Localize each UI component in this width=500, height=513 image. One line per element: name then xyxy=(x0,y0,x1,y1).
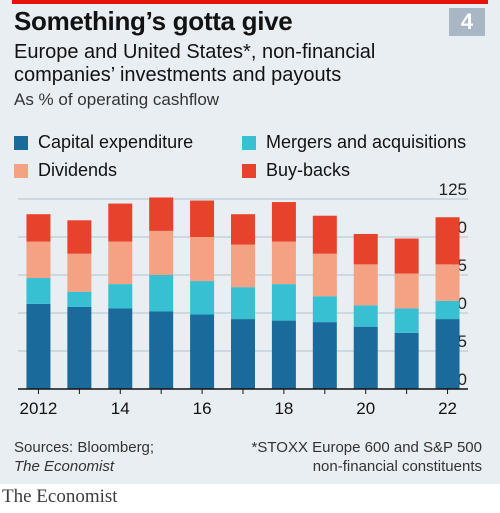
bar-segment-mna xyxy=(26,278,51,304)
bar-segment-capex xyxy=(149,311,174,389)
economist-brand: The Economist xyxy=(2,486,118,507)
bar-segment-capex xyxy=(26,303,51,389)
chart-legend: Capital expenditure Mergers and acquisit… xyxy=(14,132,494,187)
bar-segment-mna xyxy=(108,284,133,309)
bar-segment-dividends xyxy=(394,273,419,309)
bar-segment-buybacks xyxy=(190,200,215,237)
bar-segment-dividends xyxy=(353,264,378,306)
bar-segment-mna xyxy=(231,287,255,320)
bar-segment-capex xyxy=(231,319,255,389)
bar-segment-dividends xyxy=(435,264,460,301)
bar-segment-dividends xyxy=(149,230,174,275)
bar-segment-mna xyxy=(312,296,337,323)
bar-segment-capex xyxy=(394,332,419,389)
chart-title: Something’s gotta give xyxy=(14,6,293,36)
bar-segment-mna xyxy=(435,300,460,320)
x-tick-label: 16 xyxy=(193,399,212,418)
bar-segment-dividends xyxy=(67,253,92,292)
bar-segment-buybacks xyxy=(149,197,174,231)
bar-segment-dividends xyxy=(312,253,337,297)
x-tick-label: 14 xyxy=(111,399,130,418)
source-line-1: Sources: Bloomberg; xyxy=(14,439,155,456)
bar-segment-buybacks xyxy=(108,203,133,242)
legend-swatch-mna xyxy=(242,135,256,150)
bar-segment-capex xyxy=(353,326,378,389)
x-tick-label: 22 xyxy=(438,399,457,418)
bar-segment-dividends xyxy=(108,241,133,285)
stacked-bar-chart: 025507510012520121416182022 xyxy=(18,180,468,418)
x-tick-label: 2012 xyxy=(20,399,58,418)
bar-segment-mna xyxy=(394,308,419,333)
subtitle-line-1: Europe and United States*, non-financial xyxy=(14,41,376,63)
bar-segment-capex xyxy=(190,314,215,389)
legend-swatch-dividends xyxy=(14,163,28,178)
legend-item-dividends: Dividends xyxy=(14,160,117,181)
legend-item-mna: Mergers and acquisitions xyxy=(242,132,466,153)
bar-segment-dividends xyxy=(190,237,215,282)
subtitle-line-2: companies’ investments and payouts xyxy=(14,64,342,86)
bar-segment-mna xyxy=(271,284,296,321)
chart-subtitle: Europe and United States*, non-financial… xyxy=(14,41,484,87)
bar-segment-dividends xyxy=(231,244,255,288)
bar-segment-buybacks xyxy=(435,217,460,265)
bar-segment-capex xyxy=(108,308,133,389)
x-tick-label: 18 xyxy=(274,399,293,418)
source-note: Sources: Bloomberg; The Economist xyxy=(14,438,154,476)
bar-segment-buybacks xyxy=(271,202,296,242)
legend-label-buybacks: Buy-backs xyxy=(266,160,351,180)
legend-label-mna: Mergers and acquisitions xyxy=(266,132,467,152)
source-line-2: The Economist xyxy=(14,458,115,475)
legend-swatch-buybacks xyxy=(242,163,256,178)
accent-rule xyxy=(12,0,488,4)
bar-segment-mna xyxy=(190,281,215,315)
bar-segment-buybacks xyxy=(231,214,255,245)
chart-panel: Something’s gotta give 4 Europe and Unit… xyxy=(0,0,500,484)
footnote-line-2: non-financial constituents xyxy=(312,458,482,475)
footnote-line-1: *STOXX Europe 600 and S&P 500 xyxy=(251,439,482,456)
bar-segment-mna xyxy=(149,275,174,312)
bar-segment-capex xyxy=(312,322,337,389)
legend-label-dividends: Dividends xyxy=(38,160,118,180)
bar-segment-buybacks xyxy=(26,214,51,242)
footnote: *STOXX Europe 600 and S&P 500 non-financ… xyxy=(252,438,482,476)
legend-swatch-capex xyxy=(14,135,28,150)
bar-segment-capex xyxy=(67,306,92,389)
bar-segment-buybacks xyxy=(353,233,378,265)
legend-item-buybacks: Buy-backs xyxy=(242,160,350,181)
legend-item-capex: Capital expenditure xyxy=(14,132,193,153)
unit-note: As % of operating cashflow xyxy=(14,90,220,109)
y-tick-label: 0 xyxy=(458,370,467,389)
bar-segment-dividends xyxy=(26,241,51,279)
bar-segment-capex xyxy=(271,320,296,389)
bar-segment-buybacks xyxy=(312,215,337,254)
y-tick-label: 125 xyxy=(439,180,467,199)
legend-label-capex: Capital expenditure xyxy=(38,132,194,152)
bar-segment-capex xyxy=(435,319,460,389)
bar-segment-dividends xyxy=(271,241,296,285)
bar-segment-mna xyxy=(353,305,378,327)
x-tick-label: 20 xyxy=(356,399,375,418)
bar-segment-buybacks xyxy=(394,238,419,274)
bar-segment-buybacks xyxy=(67,220,92,254)
chart-number-badge: 4 xyxy=(449,8,485,36)
bar-segment-mna xyxy=(67,291,92,307)
